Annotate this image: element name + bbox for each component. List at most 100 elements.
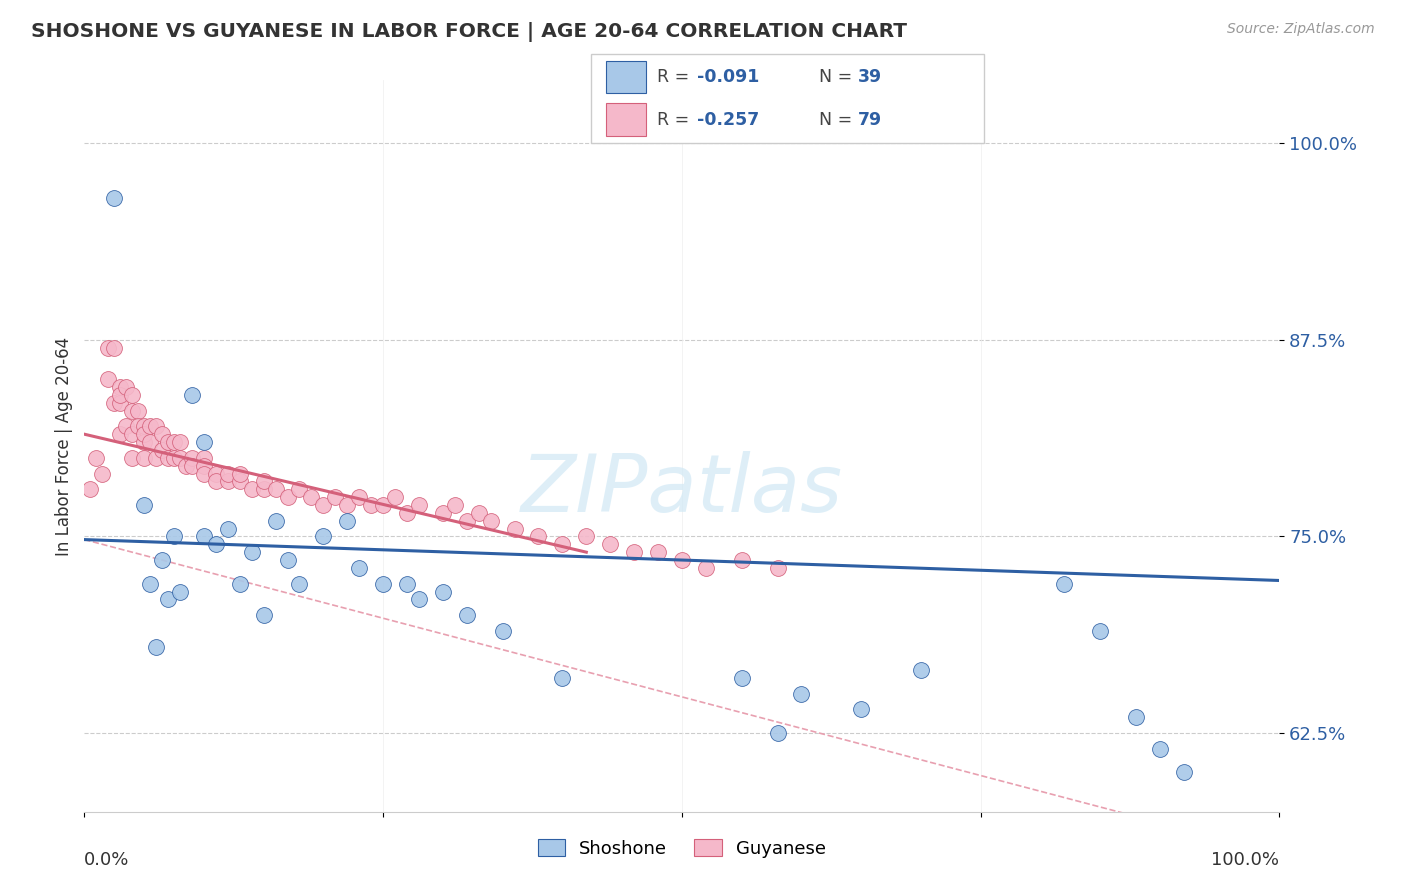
Point	[408, 498, 430, 512]
Point	[349, 490, 371, 504]
Point	[492, 624, 515, 638]
Point	[551, 537, 574, 551]
Point	[193, 529, 215, 543]
Point	[132, 498, 156, 512]
Point	[181, 388, 204, 402]
Point	[384, 490, 406, 504]
Point	[229, 576, 252, 591]
Point	[139, 435, 162, 450]
Point	[193, 467, 215, 481]
Point	[121, 403, 143, 417]
Point	[150, 427, 173, 442]
Point	[264, 482, 287, 496]
Point	[910, 663, 932, 677]
Point	[181, 450, 204, 465]
Legend: Shoshone, Guyanese: Shoshone, Guyanese	[530, 832, 834, 865]
Point	[288, 482, 311, 496]
Point	[396, 506, 419, 520]
FancyBboxPatch shape	[606, 103, 645, 136]
Point	[253, 475, 276, 489]
Point	[527, 529, 550, 543]
Point	[253, 482, 276, 496]
Point	[132, 427, 156, 442]
Point	[163, 435, 186, 450]
Point	[277, 553, 299, 567]
Point	[229, 475, 252, 489]
Point	[205, 475, 228, 489]
Point	[145, 419, 167, 434]
Text: ZIPatlas: ZIPatlas	[520, 450, 844, 529]
Text: 79: 79	[858, 111, 883, 128]
Point	[671, 553, 693, 567]
Point	[110, 388, 132, 402]
Point	[110, 380, 132, 394]
Point	[163, 450, 186, 465]
Point	[174, 458, 197, 473]
Point	[456, 608, 478, 623]
Point	[599, 537, 621, 551]
Point	[1173, 765, 1195, 780]
Point	[766, 726, 789, 740]
Point	[157, 450, 180, 465]
Point	[312, 529, 335, 543]
Point	[336, 514, 359, 528]
Point	[110, 427, 132, 442]
Text: R =: R =	[658, 68, 695, 86]
Text: SHOSHONE VS GUYANESE IN LABOR FORCE | AGE 20-64 CORRELATION CHART: SHOSHONE VS GUYANESE IN LABOR FORCE | AG…	[31, 22, 907, 42]
Point	[229, 467, 252, 481]
Point	[551, 671, 574, 685]
Point	[121, 427, 143, 442]
Point	[349, 561, 371, 575]
Point	[432, 584, 454, 599]
Point	[145, 450, 167, 465]
Point	[695, 561, 717, 575]
Point	[373, 498, 395, 512]
Text: -0.257: -0.257	[697, 111, 759, 128]
Point	[1149, 741, 1171, 756]
Point	[132, 435, 156, 450]
Point	[373, 576, 395, 591]
Point	[503, 522, 526, 536]
Point	[1090, 624, 1112, 638]
Point	[193, 458, 215, 473]
Point	[336, 498, 359, 512]
Point	[217, 467, 239, 481]
Point	[97, 341, 120, 355]
Point	[157, 592, 180, 607]
Point	[647, 545, 669, 559]
Point	[851, 702, 873, 716]
Text: 39: 39	[858, 68, 883, 86]
Point	[1125, 710, 1147, 724]
Point	[110, 396, 132, 410]
Point	[240, 482, 263, 496]
Point	[264, 514, 287, 528]
Point	[253, 608, 276, 623]
Point	[127, 419, 149, 434]
Point	[623, 545, 645, 559]
Text: -0.091: -0.091	[697, 68, 759, 86]
Point	[79, 482, 101, 496]
Point	[360, 498, 382, 512]
FancyBboxPatch shape	[591, 54, 984, 143]
Point	[205, 467, 228, 481]
Point	[193, 435, 215, 450]
Point	[157, 435, 180, 450]
Point	[479, 514, 502, 528]
Point	[575, 529, 598, 543]
Point	[150, 553, 173, 567]
Point	[432, 506, 454, 520]
Point	[766, 561, 789, 575]
Text: Source: ZipAtlas.com: Source: ZipAtlas.com	[1227, 22, 1375, 37]
Point	[86, 450, 108, 465]
Point	[181, 458, 204, 473]
Text: R =: R =	[658, 111, 695, 128]
Point	[193, 450, 215, 465]
Point	[169, 584, 191, 599]
Point	[217, 522, 239, 536]
Point	[288, 576, 311, 591]
Point	[468, 506, 491, 520]
Point	[103, 341, 125, 355]
Point	[301, 490, 323, 504]
Text: 100.0%: 100.0%	[1212, 851, 1279, 869]
Text: N =: N =	[818, 68, 858, 86]
